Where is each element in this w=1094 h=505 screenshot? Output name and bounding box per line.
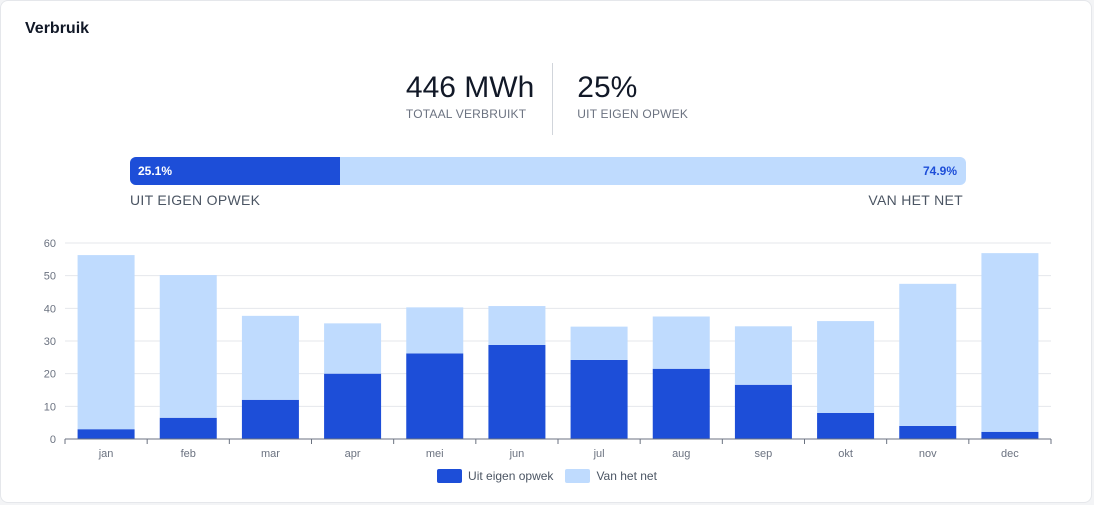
- stat-total-value: 446 MWh: [405, 71, 535, 104]
- progress-label-own: UIT EIGEN OPWEK: [130, 192, 261, 208]
- bar-dec-grid: [981, 253, 1039, 432]
- bar-nov-grid: [899, 283, 957, 426]
- bar-dec-own: [981, 431, 1039, 439]
- stat-own: 25% UIT EIGEN OPWEK: [552, 63, 706, 135]
- bar-apr-grid: [324, 323, 382, 374]
- monthly-consumption-chart: 0 10 20 30 40 50 60 jan feb mar apr mei jun jul aug sep…: [44, 238, 1052, 460]
- bar-jun-grid: [488, 306, 546, 345]
- bar-nov-own: [899, 425, 957, 439]
- legend-label-grid: Van het net: [596, 469, 657, 483]
- x-tick-label-jul: jul: [593, 448, 605, 460]
- stat-own-value: 25%: [577, 71, 638, 104]
- legend-swatch-grid: [565, 469, 591, 483]
- progress-label-grid: VAN HET NET: [868, 192, 963, 208]
- bar-jun-own: [488, 344, 546, 439]
- y-tick-label: 30: [44, 336, 56, 348]
- bar-sep-own: [734, 384, 792, 439]
- x-tick-label-jan: jan: [98, 448, 114, 460]
- y-tick-label: 10: [44, 401, 56, 413]
- x-tick-label-apr: apr: [345, 448, 361, 460]
- bar-apr-own: [324, 373, 382, 439]
- bar-aug-grid: [652, 316, 710, 369]
- progress-own-percent: 25.1%: [138, 164, 173, 178]
- stats-row: 446 MWh TOTAAL VERBRUIKT 25% UIT EIGEN O…: [1, 63, 1093, 135]
- bar-jan-own: [77, 429, 135, 439]
- x-tick-label-mar: mar: [261, 448, 280, 460]
- bar-jan-grid: [77, 255, 135, 430]
- bar-okt-grid: [817, 321, 875, 413]
- stat-total: 446 MWh TOTAAL VERBRUIKT: [388, 63, 552, 135]
- legend-label-own: Uit eigen opwek: [468, 469, 554, 483]
- bar-mei-grid: [406, 307, 464, 354]
- y-tick-label: 50: [44, 271, 56, 283]
- x-tick-label-dec: dec: [1001, 448, 1019, 460]
- bar-mar-grid: [241, 315, 299, 400]
- x-tick-label-mei: mei: [426, 448, 444, 460]
- legend-item-grid[interactable]: Van het net: [565, 469, 657, 483]
- bar-jul-grid: [570, 326, 628, 360]
- bar-aug-own: [652, 368, 710, 439]
- bar-sep-grid: [734, 326, 792, 385]
- y-tick-label: 40: [44, 303, 56, 315]
- legend-swatch-own: [437, 469, 463, 483]
- progress-grid-percent: 74.9%: [922, 164, 957, 178]
- y-tick-label: 0: [50, 434, 56, 446]
- progress-fill-own: [130, 157, 340, 185]
- stat-own-label: UIT EIGEN OPWEK: [577, 107, 689, 121]
- share-progress-bar: 25.1% 74.9%: [130, 157, 966, 185]
- bar-mei-own: [406, 353, 464, 439]
- bar-jul-own: [570, 359, 628, 439]
- x-tick-label-aug: aug: [672, 448, 690, 460]
- bar-mar-own: [241, 399, 299, 439]
- y-tick-label: 20: [44, 369, 56, 381]
- x-tick-label-nov: nov: [919, 448, 937, 460]
- x-tick-label-sep: sep: [755, 448, 773, 460]
- bar-okt-own: [817, 412, 875, 439]
- y-tick-label: 60: [44, 238, 56, 250]
- stat-total-label: TOTAAL VERBRUIKT: [405, 107, 527, 121]
- bar-feb-own: [159, 417, 217, 439]
- legend-item-own[interactable]: Uit eigen opwek: [437, 469, 553, 483]
- x-tick-label-jun: jun: [509, 448, 525, 460]
- chart-legend: Uit eigen opwek Van het net: [1, 469, 1093, 483]
- card-title: Verbruik: [25, 20, 90, 37]
- x-tick-label-feb: feb: [181, 448, 196, 460]
- x-tick-label-okt: okt: [838, 448, 853, 460]
- bar-feb-grid: [159, 275, 217, 418]
